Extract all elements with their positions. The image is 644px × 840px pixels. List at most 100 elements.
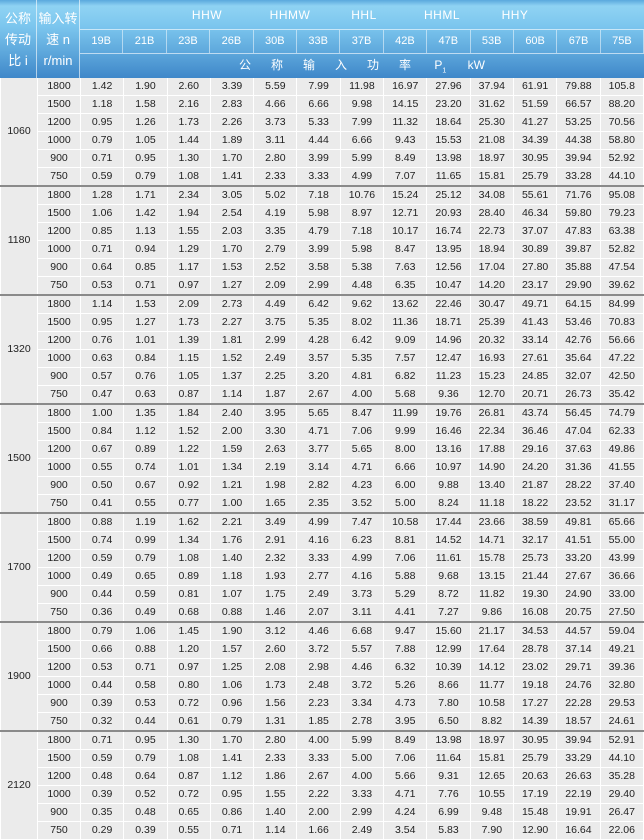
power-value-cell: 70.56 (599, 113, 644, 132)
power-value-cell: 7.63 (383, 258, 428, 277)
power-value-cell: 56.66 (599, 331, 644, 350)
power-value-cell: 5.29 (383, 585, 428, 604)
power-value-cell: 7.06 (383, 549, 428, 568)
power-value-cell: 27.50 (599, 603, 644, 623)
table-row: 1500 0.66 0.88 1.20 1.57 2.60 3.72 5.57 7.88 12.9… (1, 640, 644, 659)
power-value-cell: 0.39 (79, 694, 125, 713)
power-value-cell: 5.02 (253, 185, 298, 205)
power-value-cell: 1.18 (209, 567, 255, 586)
power-value-cell: 61.91 (512, 78, 558, 96)
power-value-cell: 15.53 (426, 131, 471, 150)
power-value-cell: 5.98 (339, 240, 385, 259)
power-value-cell: 0.81 (166, 585, 211, 604)
power-value-cell: 2.26 (209, 113, 255, 132)
power-value-cell: 9.48 (469, 803, 514, 822)
power-value-cell: 6.50 (426, 712, 471, 732)
power-value-cell: 4.99 (339, 167, 385, 187)
power-value-cell: 2.73 (209, 294, 255, 314)
power-value-cell: 1.70 (209, 240, 255, 259)
speed-cell: 900 (37, 149, 81, 168)
power-value-cell: 37.63 (556, 440, 601, 459)
power-value-cell: 4.71 (383, 785, 428, 804)
power-value-cell: 58.80 (599, 131, 644, 150)
speed-cell: 1500 (37, 749, 81, 768)
power-value-cell: 3.33 (339, 785, 385, 804)
power-value-cell: 19.76 (426, 403, 471, 423)
power-value-cell: 0.48 (79, 767, 125, 786)
power-value-cell: 11.65 (426, 167, 471, 187)
power-value-cell: 3.33 (296, 167, 341, 187)
power-value-cell: 3.11 (253, 131, 298, 150)
power-value-cell: 3.57 (296, 349, 341, 368)
power-value-cell: 8.47 (339, 403, 385, 423)
power-value-cell: 1.42 (123, 204, 168, 223)
table-row: 1500 0.59 0.79 1.08 1.41 2.33 3.33 5.00 7.06 11.6… (1, 749, 644, 768)
power-value-cell: 2.99 (253, 331, 298, 350)
power-value-cell: 0.59 (79, 549, 125, 568)
power-value-cell: 1.76 (209, 531, 255, 550)
power-value-cell: 0.79 (209, 712, 255, 732)
model-header-cell: 53B (471, 30, 514, 53)
speed-cell: 900 (37, 476, 81, 495)
power-value-cell: 105.8 (599, 78, 644, 96)
power-value-cell: 0.64 (123, 767, 168, 786)
model-header-cell: 23B (167, 30, 211, 53)
model-header-cell: 19B (80, 30, 124, 53)
power-value-cell: 0.44 (123, 712, 168, 732)
power-value-cell: 2.54 (209, 204, 255, 223)
power-value-cell: 0.57 (79, 367, 125, 386)
ratio-cell: 2120 (0, 730, 38, 840)
power-value-cell: 0.80 (166, 676, 211, 695)
speed-cell: 1800 (37, 512, 81, 532)
power-value-cell: 32.07 (556, 367, 601, 386)
power-value-cell: 3.73 (253, 113, 298, 132)
power-value-cell: 15.60 (426, 621, 471, 641)
power-value-cell: 0.95 (123, 149, 168, 168)
power-value-cell: 3.95 (383, 712, 428, 732)
power-value-cell: 49.71 (512, 294, 558, 314)
power-value-cell: 32.17 (512, 531, 558, 550)
power-value-cell: 71.76 (556, 185, 601, 205)
power-value-cell: 15.78 (469, 549, 514, 568)
power-value-cell: 1.07 (209, 585, 255, 604)
power-value-cell: 30.47 (469, 294, 514, 314)
speed-cell: 1000 (37, 131, 81, 150)
power-value-cell: 0.79 (123, 167, 168, 187)
power-value-cell: 0.47 (79, 385, 125, 405)
power-value-cell: 6.42 (296, 294, 341, 314)
table-row: 1060 1800 1.42 1.90 2.60 3.39 5.59 7.99 11.98 16.… (0, 78, 644, 187)
power-value-cell: 0.67 (79, 440, 125, 459)
power-value-cell: 0.71 (209, 821, 255, 840)
power-value-cell: 6.42 (339, 331, 385, 350)
speed-cell: 1000 (37, 567, 81, 586)
power-value-cell: 0.61 (166, 712, 211, 732)
power-value-cell: 19.18 (512, 676, 558, 695)
power-value-cell: 0.89 (123, 440, 168, 459)
power-value-cell: 2.82 (296, 476, 341, 495)
power-value-cell: 3.11 (339, 603, 385, 623)
ratio-column-header: 公称 传动 比 i (0, 0, 37, 78)
power-value-cell: 0.96 (209, 694, 255, 713)
power-value-cell: 0.63 (79, 349, 125, 368)
power-value-cell: 21.44 (512, 567, 558, 586)
power-value-cell: 13.16 (426, 440, 471, 459)
power-value-cell: 1.55 (253, 785, 298, 804)
power-value-cell: 4.73 (383, 694, 428, 713)
power-value-cell: 1.93 (253, 567, 298, 586)
power-value-cell: 20.71 (512, 385, 558, 405)
power-value-cell: 2.79 (253, 240, 298, 259)
power-value-cell: 4.46 (296, 621, 341, 641)
speed-cell: 750 (37, 494, 81, 514)
power-value-cell: 32.80 (599, 676, 644, 695)
power-value-cell: 0.71 (123, 276, 168, 296)
power-value-cell: 25.39 (469, 313, 514, 332)
power-value-cell: 0.97 (166, 658, 211, 677)
power-value-cell: 5.65 (339, 440, 385, 459)
power-value-cell: 7.07 (383, 167, 428, 187)
power-value-cell: 1.31 (253, 712, 298, 732)
power-value-cell: 3.30 (253, 422, 298, 441)
power-value-cell: 7.80 (426, 694, 471, 713)
power-value-cell: 0.84 (123, 349, 168, 368)
power-value-cell: 12.56 (426, 258, 471, 277)
speed-cell: 1500 (37, 313, 81, 332)
